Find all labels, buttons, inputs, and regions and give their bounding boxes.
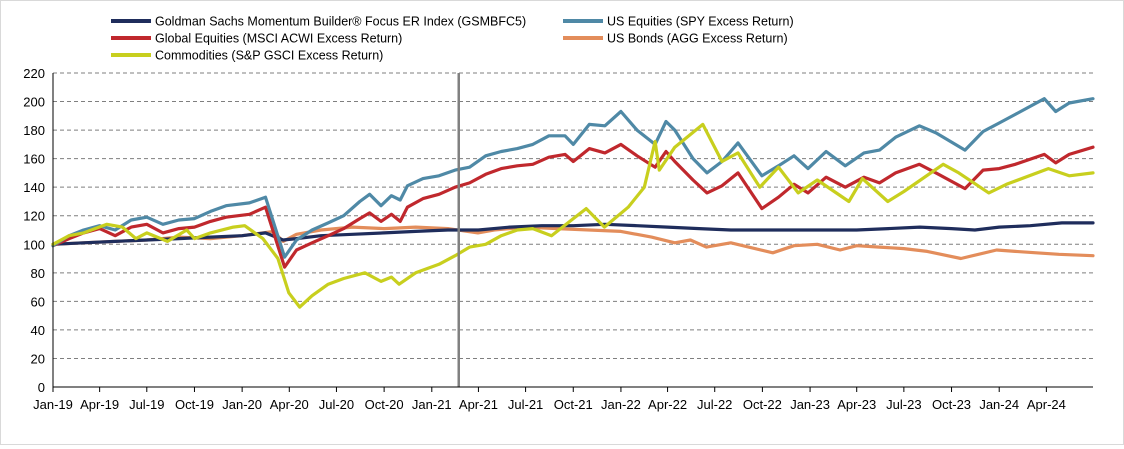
x-tick-label: Jan-19	[33, 397, 73, 412]
x-tick-label: Jul-20	[319, 397, 354, 412]
x-tick-label: Oct-19	[175, 397, 214, 412]
x-tick-label: Apr-21	[459, 397, 498, 412]
series-line-4	[51, 122, 1095, 309]
x-tick-label: Jan-24	[979, 397, 1019, 412]
y-tick-label: 200	[23, 95, 45, 110]
y-tick-label: 0	[38, 380, 45, 395]
y-tick-label: 140	[23, 180, 45, 195]
legend-label: US Bonds (AGG Excess Return)	[607, 32, 788, 46]
x-tick-label: Apr-22	[648, 397, 687, 412]
x-tick-label: Apr-19	[80, 397, 119, 412]
x-tick-label: Jan-22	[601, 397, 641, 412]
legend-label: Commodities (S&P GSCI Excess Return)	[155, 49, 383, 63]
x-tick-label: Jan-23	[790, 397, 830, 412]
legend: Goldman Sachs Momentum Builder® Focus ER…	[111, 15, 794, 63]
y-tick-label: 20	[31, 351, 45, 366]
x-tick-label: Oct-20	[365, 397, 404, 412]
y-tick-label: 40	[31, 323, 45, 338]
x-tick-label: Jul-19	[129, 397, 164, 412]
y-gridlines	[53, 72, 1093, 359]
series-layer	[51, 97, 1095, 309]
x-tick-label: Jan-20	[222, 397, 262, 412]
series-line-2	[51, 142, 1095, 269]
y-tick-label: 220	[23, 66, 45, 81]
x-tick-label: Jul-21	[508, 397, 543, 412]
y-tick-label: 100	[23, 237, 45, 252]
x-tick-label: Oct-22	[743, 397, 782, 412]
y-tick-label: 180	[23, 123, 45, 138]
legend-label: US Equities (SPY Excess Return)	[607, 15, 794, 29]
series-line-1	[51, 97, 1095, 259]
legend-label: Global Equities (MSCI ACWI Excess Return…	[155, 32, 402, 46]
x-tick-label: Jul-22	[697, 397, 732, 412]
x-tick-label: Oct-21	[554, 397, 593, 412]
y-tick-label: 80	[31, 266, 45, 281]
x-tick-label: Apr-23	[837, 397, 876, 412]
y-tick-label: 160	[23, 152, 45, 167]
x-tick-label: Jul-23	[886, 397, 921, 412]
x-tick-label: Apr-24	[1027, 397, 1066, 412]
axes: 0 20 40 60 80 100 120 140 160 180 200 220 Jan-19 Apr-…	[23, 66, 1093, 412]
y-tick-label: 120	[23, 209, 45, 224]
x-tick-label: Oct-23	[932, 397, 971, 412]
y-tick-label: 60	[31, 294, 45, 309]
x-tick-label: Apr-20	[270, 397, 309, 412]
x-tick-label: Jan-21	[412, 397, 452, 412]
legend-label: Goldman Sachs Momentum Builder® Focus ER…	[155, 15, 526, 29]
series-line-0	[51, 221, 1095, 246]
